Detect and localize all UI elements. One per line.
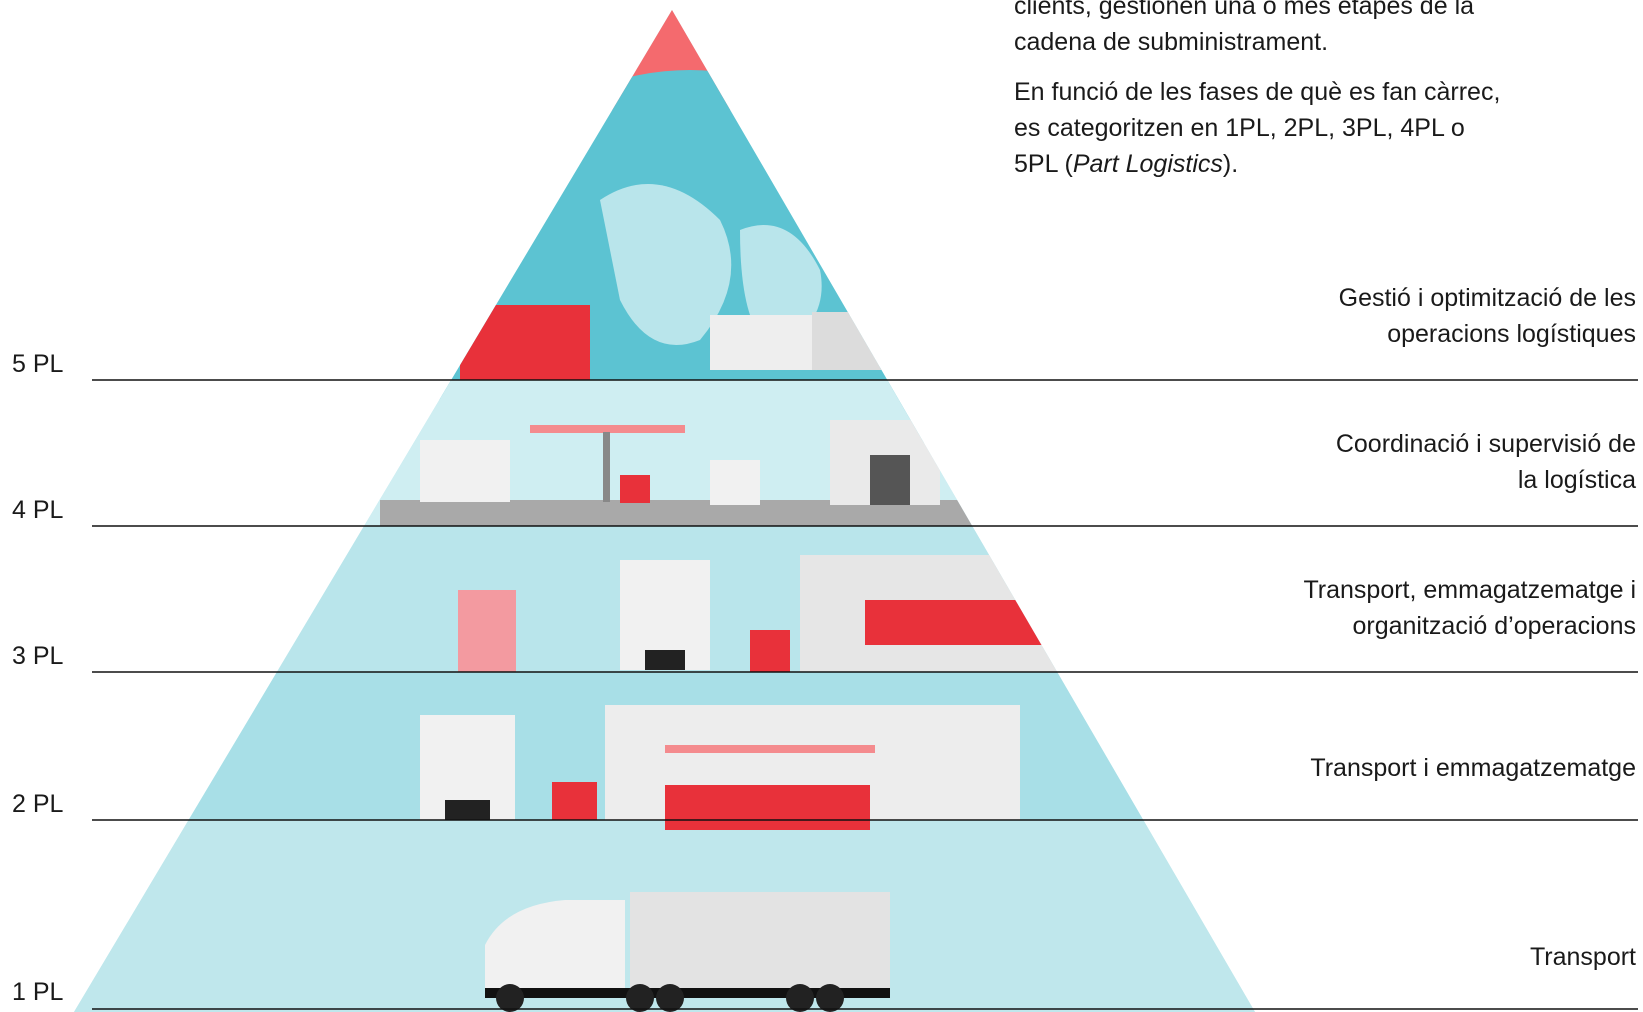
level-description: la logística	[1518, 466, 1636, 494]
level-description: Transport i emmagatzematge	[1310, 754, 1636, 782]
level-label: 1 PL	[12, 978, 64, 1006]
level-description: organització d’operacions	[1352, 612, 1636, 640]
intro-emphasis: Part Logistics	[1073, 150, 1223, 178]
level-label: 5 PL	[12, 350, 64, 378]
level-description: operacions logístiques	[1387, 320, 1636, 348]
level-description: Coordinació i supervisió de	[1336, 430, 1636, 458]
page: 5 PL Gestió i optimització de les operacio…	[0, 0, 1643, 1012]
level-description: Gestió i optimització de les	[1339, 284, 1636, 312]
level-description: Transport	[1530, 943, 1636, 971]
intro-text-part: clients, gestionen una o més etapes de l…	[1014, 0, 1474, 56]
intro-paragraph: En funció de les fases de què es fan càr…	[1014, 74, 1514, 182]
level-label: 2 PL	[12, 790, 64, 818]
level-label: 4 PL	[12, 496, 64, 524]
intro-text: clients, gestionen una o més etapes de l…	[1014, 0, 1514, 196]
intro-paragraph: clients, gestionen una o més etapes de l…	[1014, 0, 1514, 60]
level-label: 3 PL	[12, 642, 64, 670]
level-description: Transport, emmagatzematge i	[1303, 576, 1636, 604]
intro-text-part: ).	[1223, 150, 1238, 178]
